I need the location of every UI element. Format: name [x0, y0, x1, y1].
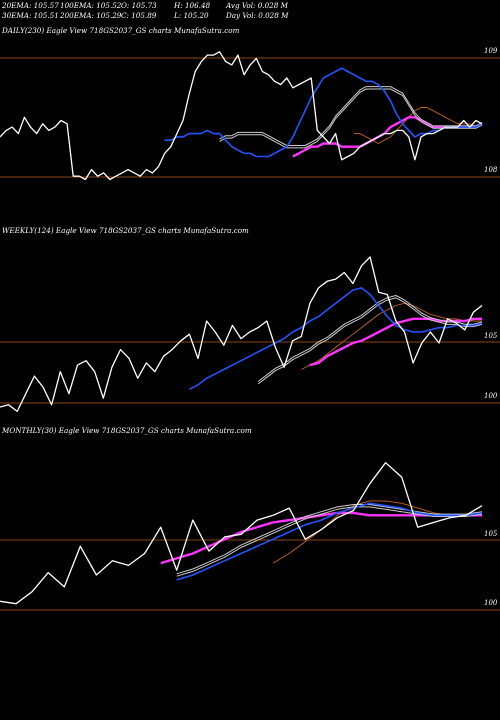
monthly-price-line: [0, 462, 483, 605]
daily-chart-title: DAILY(230) Eagle View 718GS2037_GS chart…: [2, 26, 240, 35]
ema100-stat: 100EMA: 105.52: [60, 1, 122, 10]
weekly-tick-label: 100: [484, 392, 498, 400]
avg-vol-stat: Avg Vol: 0.028 M: [226, 1, 288, 10]
daily-ema-short-line: [164, 67, 483, 158]
low-stat: L: 105.20: [174, 11, 209, 20]
monthly-tick-label: 105: [484, 530, 498, 538]
ema30-stat: 30EMA: 105.51: [2, 11, 59, 20]
weekly-ema-mid-line: [257, 297, 483, 385]
daily-tick-label: 109: [484, 47, 498, 55]
open-stat: O: 105.73: [121, 1, 157, 10]
weekly-ema-mid-line: [257, 295, 483, 382]
close-stat: C: 105.89: [121, 11, 157, 20]
monthly-ema-short-line: [176, 502, 483, 581]
monthly-tick-label: 100: [484, 599, 498, 607]
weekly-ema-long-line: [309, 317, 482, 367]
day-vol-stat: Day Vol: 0.028 M: [226, 11, 289, 20]
daily-price-line: [0, 51, 483, 181]
ema200-stat: 200EMA: 105.29: [60, 11, 122, 20]
monthly-ema-mid-line: [176, 504, 483, 575]
daily-ema-mid-line: [219, 88, 483, 149]
monthly-ema-mid-line: [176, 506, 483, 577]
ema20-stat: 20EMA: 105.57: [2, 1, 59, 10]
monthly-chart-title: MONTHLY(30) Eagle View 718GS2037_GS char…: [2, 426, 252, 435]
weekly-ema-short-line: [189, 287, 483, 391]
monthly-panel: 105 100: [0, 462, 500, 611]
weekly-tick-label: 105: [484, 332, 498, 340]
weekly-chart-title: WEEKLY(124) Eagle View 718GS2037_GS char…: [2, 226, 249, 235]
daily-tick-label: 108: [484, 166, 498, 174]
weekly-panel: 105 100: [0, 256, 500, 413]
daily-ema-mid-line: [219, 86, 483, 146]
weekly-price-line: [0, 256, 483, 413]
daily-panel: 109 108: [0, 47, 500, 181]
monthly-ema-orange-line: [272, 500, 483, 564]
high-stat: H: 106.48: [174, 1, 211, 10]
